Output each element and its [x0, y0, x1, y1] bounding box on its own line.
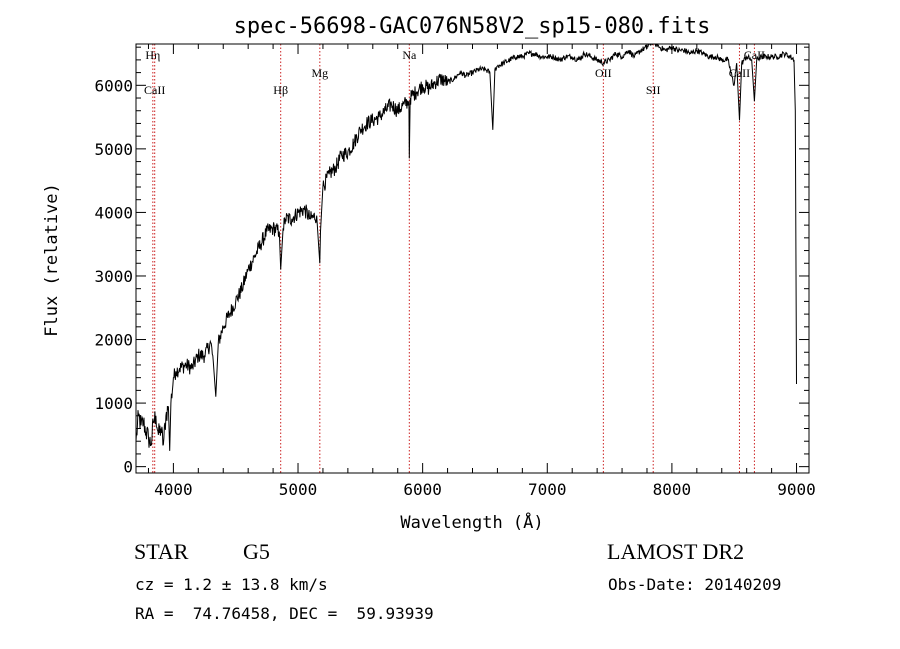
spectrum-series [135, 43, 797, 451]
marker-label-3: Mg [311, 66, 328, 80]
redshift-value: cz = 1.2 ± 13.8 km/s [135, 575, 328, 594]
y-axis-label: Flux (relative) [42, 183, 62, 337]
y-tick-labels: 0 1000 2000 3000 4000 5000 6000 [94, 76, 133, 476]
obs-date: Obs-Date: 20140209 [608, 575, 782, 594]
marker-label-6: SII [646, 83, 661, 97]
y-tick-label: 5000 [94, 140, 133, 159]
y-tick-label: 4000 [94, 203, 133, 222]
x-tick-label: 8000 [653, 480, 692, 499]
y-tick-label: 0 [123, 458, 133, 477]
survey-name: LAMOST DR2 [607, 539, 745, 564]
y-tick-label: 1000 [94, 394, 133, 413]
marker-label-2: Hβ [273, 83, 288, 97]
marker-label-0: Hη [145, 48, 160, 62]
axis-ticks [136, 44, 809, 473]
y-tick-label: 3000 [94, 267, 133, 286]
x-axis-label: Wavelength (Å) [400, 511, 543, 533]
spectrum-line [135, 43, 797, 451]
chart-title: spec-56698-GAC076N58V2_sp15-080.fits [234, 14, 711, 39]
marker-label-4: Na [402, 48, 417, 62]
x-tick-label: 5000 [279, 480, 318, 499]
spectral-line-markers: Hη CaII Hβ Mg Na OII SII CaII CaII [144, 44, 765, 473]
coordinates: RA = 74.76458, DEC = 59.93939 [135, 604, 434, 623]
x-tick-labels: 4000 5000 6000 7000 8000 9000 [154, 480, 816, 499]
x-tick-label: 9000 [777, 480, 816, 499]
marker-label-5: OII [595, 66, 612, 80]
y-tick-label: 2000 [94, 331, 133, 350]
marker-label-8: CaII [744, 48, 765, 62]
object-class: STAR [134, 539, 189, 564]
marker-label-7: CaII [729, 66, 750, 80]
y-tick-label: 6000 [94, 76, 133, 95]
x-tick-label: 4000 [154, 480, 193, 499]
x-tick-label: 7000 [528, 480, 567, 499]
marker-label-1: CaII [144, 83, 165, 97]
plot-frame [135, 43, 810, 474]
object-subclass: G5 [243, 539, 270, 564]
x-tick-label: 6000 [403, 480, 442, 499]
